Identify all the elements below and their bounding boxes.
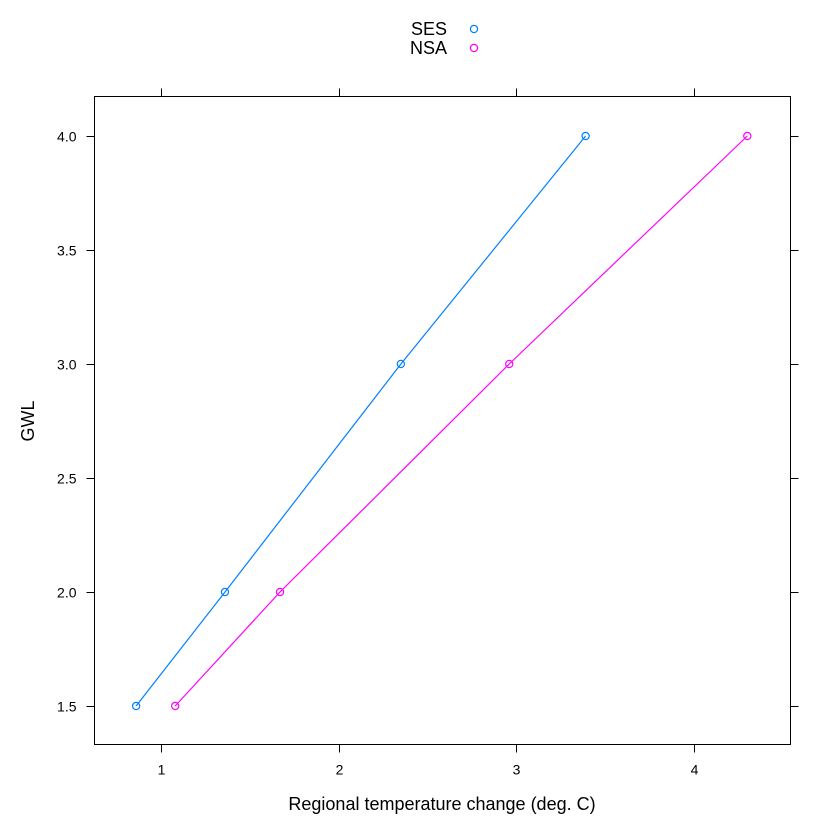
series-line	[174, 135, 748, 707]
y-tick-label: 3.0	[57, 357, 77, 373]
data-point-marker	[505, 359, 514, 369]
legend-label: SES	[411, 19, 447, 39]
legend-marker-icon	[469, 24, 479, 34]
legend-label: NSA	[410, 38, 447, 58]
data-point-marker	[743, 131, 752, 141]
data-point-marker	[171, 701, 180, 711]
series-ses	[131, 131, 590, 711]
y-tick-label: 4.0	[57, 129, 77, 145]
x-axis: 1 2 3 4	[158, 88, 699, 778]
data-point-marker	[131, 701, 141, 711]
data-point-marker	[581, 131, 590, 141]
y-tick-label: 1.5	[57, 699, 77, 715]
x-tick-label: 2	[336, 762, 344, 778]
data-point-marker	[396, 359, 406, 369]
y-tick-label: 2.5	[57, 471, 77, 487]
series-layer	[131, 131, 752, 711]
plot-frame	[94, 96, 791, 745]
y-tick-label: 3.5	[57, 243, 77, 259]
data-point-marker	[220, 587, 230, 597]
y-axis: 1.5 2.0 2.5 3.0 3.5 4.0	[57, 129, 799, 715]
legend-marker-icon	[469, 43, 479, 53]
y-tick-label: 2.0	[57, 585, 77, 601]
x-tick-label: 4	[691, 762, 699, 778]
y-axis-title: GWL	[18, 400, 38, 441]
data-point-marker	[275, 587, 285, 597]
x-tick-label: 3	[513, 762, 521, 778]
series-nsa	[171, 131, 752, 711]
x-tick-label: 1	[158, 762, 166, 778]
series-line	[135, 135, 587, 707]
x-axis-title: Regional temperature change (deg. C)	[288, 794, 595, 814]
